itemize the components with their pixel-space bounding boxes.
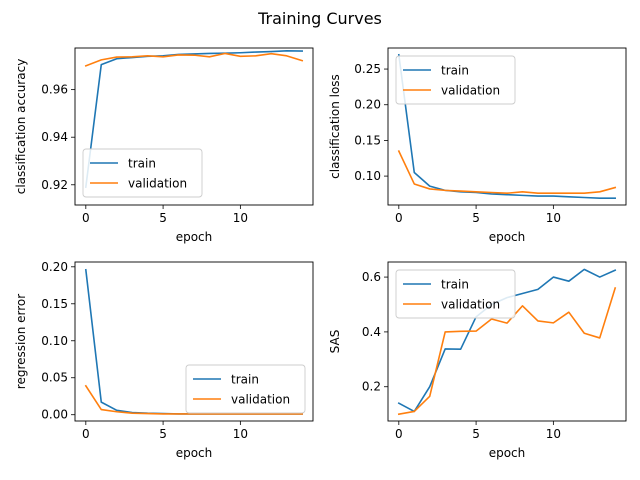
axes-frame <box>74 47 314 206</box>
x-tick-label: 5 <box>159 427 167 441</box>
y-axis-label: regression error <box>14 294 28 389</box>
legend-box <box>185 364 306 414</box>
x-tick-label: 10 <box>233 427 248 441</box>
x-axis-label: epoch <box>489 230 526 244</box>
x-tick-label: 10 <box>546 427 561 441</box>
y-tick-label: 0.10 <box>41 334 68 348</box>
y-tick-label: 0.92 <box>41 178 68 192</box>
legend-box <box>395 55 516 105</box>
y-tick-label: 0.25 <box>354 62 381 76</box>
legend-box <box>82 148 203 198</box>
legend-label-validation: validation <box>128 177 187 191</box>
axes-frame <box>74 261 314 422</box>
figure-title: Training Curves <box>257 9 382 28</box>
legend: train validation <box>395 269 516 319</box>
legend: train validation <box>185 364 306 414</box>
subplot-2: 0 5 10 0.10 0.15 0.20 0.25 epoch classification … <box>328 47 627 244</box>
legend: train validation <box>82 148 203 198</box>
legend-box <box>395 269 516 319</box>
axes-frame <box>387 47 627 206</box>
y-tick-label: 0.2 <box>362 380 381 394</box>
y-tick-label: 0.15 <box>41 297 68 311</box>
x-tick-label: 0 <box>395 211 403 225</box>
legend: train validation <box>395 55 516 105</box>
legend-label-train: train <box>441 278 469 292</box>
x-axis-label: epoch <box>176 230 213 244</box>
legend-label-validation: validation <box>441 84 500 98</box>
y-tick-label: 0.05 <box>41 371 68 385</box>
series-line-train <box>397 53 616 200</box>
subplot-4: 0 5 10 0.2 0.4 0.6 epoch SAS train validation <box>328 261 627 460</box>
x-tick-label: 10 <box>546 211 561 225</box>
y-axis-label: SAS <box>328 330 342 354</box>
y-tick-label: 0.96 <box>41 83 68 97</box>
y-tick-label: 0.10 <box>354 169 381 183</box>
y-tick-label: 0.00 <box>41 408 68 422</box>
series-line-validation <box>397 150 617 195</box>
x-tick-label: 5 <box>159 211 167 225</box>
x-tick-label: 5 <box>472 211 480 225</box>
y-axis-label: classification loss <box>328 74 342 179</box>
x-axis-label: epoch <box>489 446 526 460</box>
y-axis-label: classification accuracy <box>14 59 28 195</box>
x-axis-label: epoch <box>176 446 213 460</box>
subplot-1: 0 5 10 0.92 0.94 0.96 epoch classification accu… <box>14 47 314 244</box>
series-line-validation <box>84 384 303 415</box>
axes-frame <box>387 261 627 422</box>
legend-label-validation: validation <box>441 298 500 312</box>
y-tick-label: 0.4 <box>362 325 381 339</box>
x-tick-label: 0 <box>395 427 403 441</box>
y-tick-label: 0.15 <box>354 133 381 147</box>
legend-label-train: train <box>128 157 156 171</box>
x-tick-label: 5 <box>472 427 480 441</box>
legend-label-validation: validation <box>231 393 290 407</box>
y-tick-label: 0.20 <box>41 260 68 274</box>
y-tick-label: 0.20 <box>354 98 381 112</box>
subplot-3: 0 5 10 0.00 0.05 0.10 0.15 0.20 epoch regression … <box>14 260 314 460</box>
series-line-validation <box>397 287 617 416</box>
legend-label-train: train <box>441 64 469 78</box>
x-tick-label: 10 <box>233 211 248 225</box>
x-tick-label: 0 <box>82 211 90 225</box>
series-line-train <box>84 50 303 189</box>
x-tick-label: 0 <box>82 427 90 441</box>
y-tick-label: 0.94 <box>41 130 68 144</box>
subplots: 0 5 10 0.92 0.94 0.96 epoch classification accu… <box>14 47 627 460</box>
legend-label-train: train <box>231 373 259 387</box>
series-line-validation <box>84 52 304 67</box>
y-tick-label: 0.6 <box>362 270 381 284</box>
